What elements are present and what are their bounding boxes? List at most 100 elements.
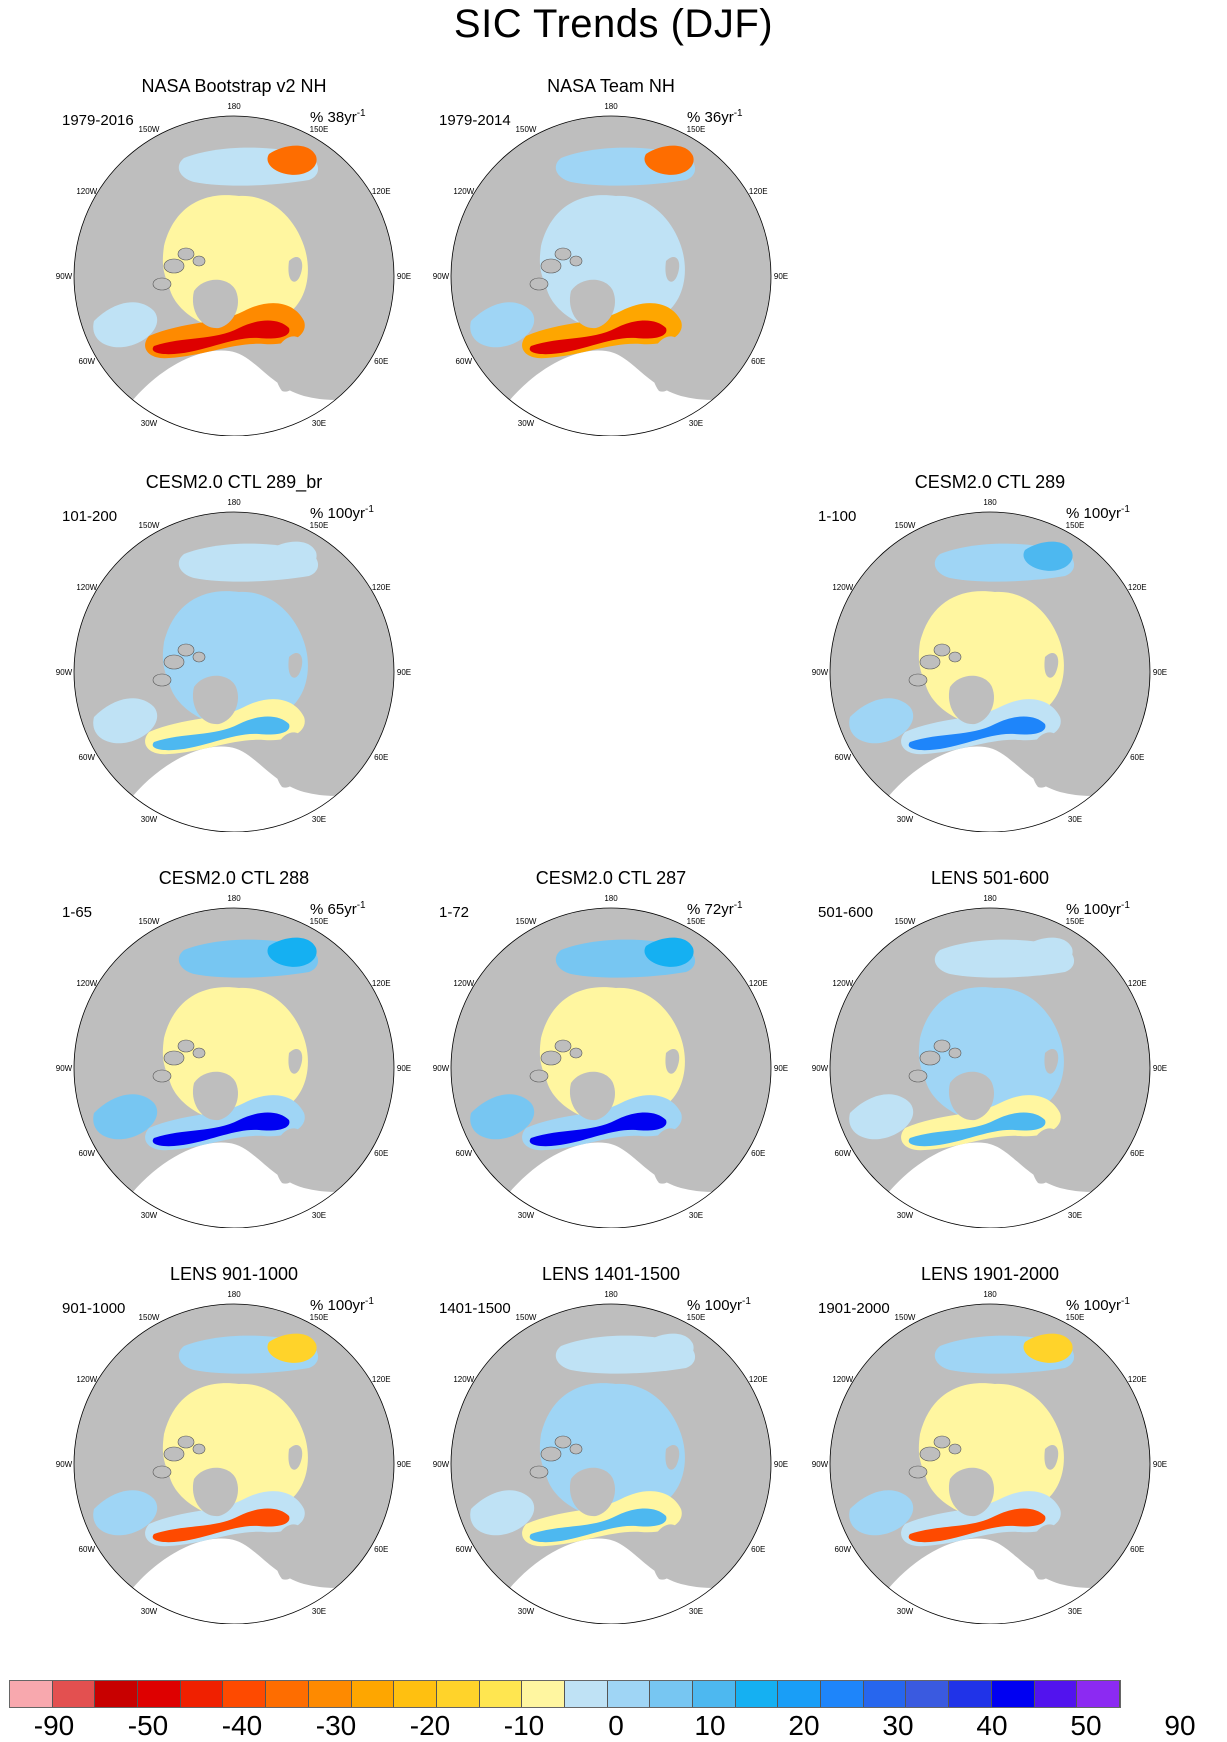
labrador-sea-ice [470,1094,535,1140]
anomaly-streak [908,1508,1046,1543]
panel-title: CESM2.0 CTL 287 [535,868,687,888]
longitude-label: 30W [141,419,158,428]
colorbar-swatch [735,1681,779,1707]
scandinavia-landmass [1030,732,1063,788]
scandinavia-landmass [1030,1524,1063,1580]
pacific-sector-trend [1023,1333,1073,1363]
longitude-label: 150E [310,521,329,530]
longitude-label: 150E [687,125,706,134]
longitude-label: 60W [79,1149,96,1158]
colorbar-swatch [1034,1681,1078,1707]
longitude-label: 30E [689,1211,703,1220]
colorbar-swatch [10,1681,53,1707]
longitude-label: 30W [897,815,914,824]
pacific-sector-trend [644,145,694,175]
longitude-label: 90E [1153,1460,1167,1469]
archipelago-island [529,1069,549,1083]
colorbar-label: 90 [1164,1710,1196,1741]
longitude-label: 90W [56,668,73,677]
longitude-label: 120W [76,979,97,988]
archipelago-island [192,255,206,267]
polar-map: 180150E120E90E60E30E030W60W90W120W150W [56,894,411,1228]
archipelago-island [908,673,928,687]
archipelago-island [529,1465,549,1479]
longitude-label: 120E [749,1375,768,1384]
panel-units: % 100yr-1 [310,504,374,522]
labrador-sea-ice [93,1490,158,1536]
longitude-label: 120E [749,187,768,196]
novaya-zemlya [288,652,303,678]
novaya-zemlya [288,256,303,282]
colorbar-swatch [607,1681,651,1707]
anomaly-streak [152,716,290,751]
archipelago-island [933,643,951,657]
colorbar-swatch [95,1681,139,1707]
colorbar-label: -90 [33,1710,75,1741]
archipelago-island [192,651,206,663]
map-panel: LENS 501-600 501-600 % 100yr-1 180 150E 12… [810,868,1190,1258]
longitude-label: 60E [374,1545,388,1554]
longitude-label: 30E [1068,1607,1082,1616]
colorbar-swatch [522,1681,565,1707]
longitude-label: 150E [310,125,329,134]
colorbar-label: 50 [1070,1710,1102,1741]
longitude-label: 60E [374,357,388,366]
longitude-label: 90W [433,1460,450,1469]
map-panel: CESM2.0 CTL 287 1-72 % 72yr-1 180 150E 120… [431,868,811,1258]
colorbar-label: 30 [882,1710,914,1741]
longitude-label: 120E [1128,979,1147,988]
longitude-label: 180 [604,894,618,903]
colorbar-swatch [821,1681,864,1707]
archipelago-island [933,1435,951,1449]
panel-period: 1401-1500 [439,1300,511,1317]
greenland-landmass [948,675,995,725]
longitude-label: 150W [895,1313,916,1322]
panel-units: % 100yr-1 [1066,900,1130,918]
longitude-label: 60W [835,753,852,762]
panel-period: 1-72 [439,904,470,921]
longitude-label: 90E [1153,1064,1167,1073]
archipelago-island [152,1069,172,1083]
longitude-label: 180 [227,102,241,111]
archipelago-island [569,1443,583,1455]
scandinavia-landmass [651,336,684,392]
colorbar-label: 40 [976,1710,1008,1741]
archipelago-island [948,1047,962,1059]
archipelago-island [152,277,172,291]
longitude-label: 90W [56,272,73,281]
colorbar-label: -30 [315,1710,357,1741]
colorbar-swatch [180,1681,224,1707]
anomaly-streak [529,1508,667,1543]
longitude-label: 120W [832,979,853,988]
longitude-label: 90W [812,1064,829,1073]
greenland-landmass [569,1467,616,1517]
colorbar-label: -10 [503,1710,545,1741]
map-boundary [450,907,772,1228]
archipelago-island [948,651,962,663]
longitude-label: 180 [983,894,997,903]
longitude-label: 150E [687,917,706,926]
greenland-landmass [192,675,239,725]
archipelago-island [569,255,583,267]
archipelago-island [163,1050,185,1066]
longitude-label: 90W [433,1064,450,1073]
map-boundary [73,1303,395,1624]
panel-title: LENS 1401-1500 [541,1264,681,1284]
longitude-label: 120E [372,979,391,988]
archipelago-island [933,1039,951,1053]
colorbar-swatch [479,1681,523,1707]
panel-period: 1901-2000 [818,1300,890,1317]
novaya-zemlya [665,256,680,282]
longitude-label: 150E [1066,917,1085,926]
pacific-sector-trend [1023,541,1073,571]
longitude-label: 30W [518,1607,535,1616]
panel-title: CESM2.0 CTL 289 [914,472,1066,492]
figure-title: SIC Trends (DJF) [453,2,774,46]
longitude-label: 90E [397,272,411,281]
colorbar-label: -20 [409,1710,451,1741]
colorbar-swatch [351,1681,395,1707]
panel-title: CESM2.0 CTL 288 [158,868,310,888]
panel-units: % 72yr-1 [687,900,743,918]
colorbar-swatch [308,1681,352,1707]
longitude-label: 30E [312,815,326,824]
